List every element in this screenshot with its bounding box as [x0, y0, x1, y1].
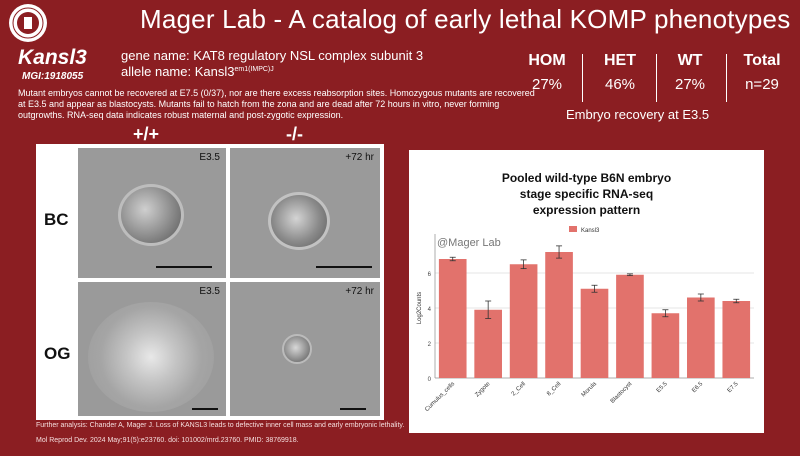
stat-value: 46% — [604, 76, 636, 93]
bar — [474, 309, 502, 378]
stat-label: Total — [743, 52, 781, 69]
x-tick-label: 2_Cell — [511, 381, 527, 397]
chart-title-line: Pooled wild-type B6N embryo — [501, 171, 672, 185]
stat-total: Total n=29 — [730, 52, 794, 93]
mgi-id: MGI:1918055 — [22, 71, 84, 82]
bar — [545, 252, 573, 378]
stat-value: 27% — [674, 76, 706, 93]
recovery-stats: HOM 27% HET 46% WT 27% Total n=29 Embryo… — [522, 52, 794, 122]
bar — [616, 274, 644, 378]
bar — [580, 288, 609, 378]
bar-chart: 0 2 4 6 Log2Counts @Mager Lab Kansl3 Cumulus_ce… — [417, 226, 754, 413]
chart-title: Pooled wild-type B6N embryo stage specif… — [409, 170, 764, 218]
stage-tag: +72 hr — [345, 152, 374, 163]
row-label-bc: BC — [44, 210, 69, 229]
chart-title-line: expression pattern — [532, 203, 641, 217]
rnaseq-chart-panel: Pooled wild-type B6N embryo stage specif… — [409, 150, 764, 433]
footer-citation-line2: Mol Reprod Dev. 2024 May;91(5):e23760. d… — [36, 437, 299, 444]
y-tick-label: 4 — [428, 307, 432, 313]
scale-bar — [156, 266, 212, 268]
x-tick-label: Cumulus_cells — [424, 381, 456, 413]
x-tick-label: E7.5 — [727, 381, 740, 394]
genotype-mut-label: -/- — [286, 124, 303, 144]
chart-title-line: stage specific RNA-seq — [519, 187, 654, 201]
allele-prefix: allele name: Kansl3 — [121, 64, 235, 79]
embryo-image-panel: BC OG E3.5 +72 hr E3.5 +72 hr — [36, 144, 384, 420]
y-tick-label: 0 — [428, 377, 432, 383]
stat-label: WT — [677, 52, 703, 69]
gene-name: gene name: KAT8 regulatory NSL complex s… — [121, 48, 424, 63]
watermark-text: @Mager Lab — [437, 237, 501, 249]
scale-bar — [340, 408, 366, 410]
stage-tag: E3.5 — [199, 152, 220, 163]
micrograph-og-wt: E3.5 — [78, 282, 226, 416]
scale-bar — [316, 266, 372, 268]
stat-label: HET — [604, 52, 636, 69]
x-tick-label: Morula — [581, 381, 599, 399]
y-tick-label: 2 — [428, 342, 432, 348]
x-tick-label: Zygote — [474, 381, 492, 399]
stat-label: HOM — [528, 52, 566, 69]
allele-name: allele name: Kansl3em1(IMPC)J — [121, 64, 274, 79]
embryo — [282, 334, 312, 364]
stats-caption: Embryo recovery at E3.5 — [566, 107, 710, 122]
stat-wt: WT 27% — [662, 52, 718, 93]
legend-label: Kansl3 — [581, 228, 600, 234]
micrograph-bc-wt: E3.5 — [78, 148, 226, 278]
divider — [656, 54, 657, 102]
x-tick-label: Blastocyst — [610, 381, 634, 405]
divider — [726, 54, 727, 102]
x-tick-label: 8_Cell — [546, 381, 562, 397]
bar — [687, 297, 715, 378]
divider — [582, 54, 583, 102]
footer-citation-line1: Further analysis: Chander A, Mager J. Lo… — [36, 422, 405, 429]
bar — [651, 313, 680, 378]
bar — [722, 301, 751, 378]
university-seal-logo — [9, 4, 47, 42]
stat-value: n=29 — [745, 76, 779, 93]
stat-value: 27% — [531, 76, 563, 93]
x-tick-label: E6.5 — [691, 381, 704, 394]
stat-het: HET 46% — [592, 52, 648, 93]
scale-bar — [192, 408, 218, 410]
embryo — [118, 184, 184, 246]
bar — [438, 259, 467, 378]
stat-hom: HOM 27% — [522, 52, 572, 93]
allele-superscript: em1(IMPC)J — [234, 66, 274, 73]
row-label-og: OG — [44, 344, 71, 363]
phenotype-description: Mutant embryos cannot be recovered at E7… — [18, 88, 535, 120]
bar — [509, 264, 538, 378]
y-tick-label: 6 — [428, 272, 432, 278]
legend-swatch — [569, 226, 577, 232]
gene-symbol: Kansl3 — [18, 46, 87, 69]
page-title: Mager Lab - A catalog of early lethal KO… — [140, 4, 791, 34]
stage-tag: +72 hr — [345, 286, 374, 297]
outgrowth — [88, 302, 214, 412]
y-axis-label: Log2Counts — [417, 292, 423, 324]
genotype-wt-label: +/+ — [133, 124, 160, 144]
micrograph-og-mut: +72 hr — [230, 282, 380, 416]
x-tick-label: E5.5 — [656, 381, 669, 394]
embryo — [268, 192, 330, 250]
micrograph-bc-mut: +72 hr — [230, 148, 380, 278]
stage-tag: E3.5 — [199, 286, 220, 297]
